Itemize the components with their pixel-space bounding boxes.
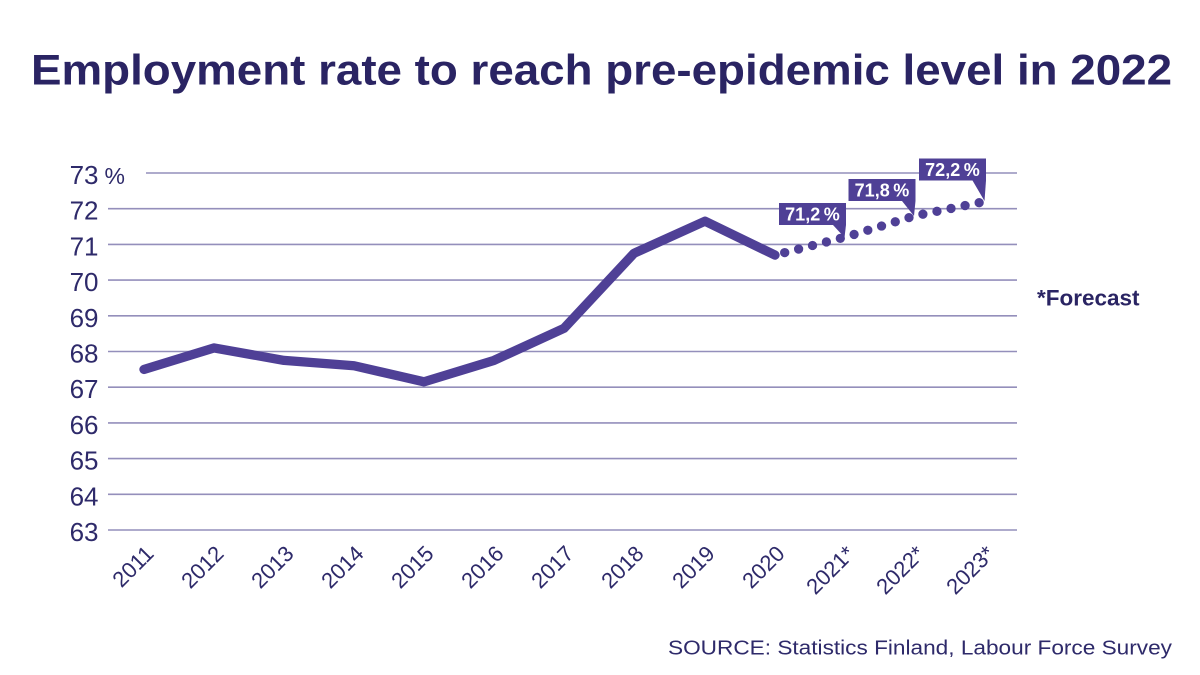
svg-text:71: 71 [70,231,99,261]
svg-text:2016: 2016 [456,541,508,593]
svg-text:2020: 2020 [737,541,789,593]
svg-text:2019: 2019 [667,541,719,593]
svg-text:70: 70 [70,267,99,297]
svg-text:2011: 2011 [107,541,158,592]
svg-text:2012: 2012 [176,541,228,593]
svg-text:73: 73 [70,160,99,190]
svg-text:2017: 2017 [526,541,578,593]
svg-text:2022*: 2022* [871,541,930,600]
svg-text:69: 69 [70,303,99,333]
svg-text:72: 72 [70,196,99,226]
svg-text:2014: 2014 [316,541,368,593]
svg-text:2013: 2013 [246,541,298,593]
svg-text:67: 67 [70,374,99,404]
svg-text:68: 68 [70,339,99,369]
svg-text:2023*: 2023* [941,541,1000,600]
svg-text:64: 64 [70,481,99,511]
svg-text:2015: 2015 [386,541,438,593]
svg-text:%: % [105,163,125,189]
svg-text:SOURCE: Statistics Finland, La: SOURCE: Statistics Finland, Labour Force… [668,638,1172,660]
svg-text:Employment rate to reach pre-e: Employment rate to reach pre-epidemic le… [31,47,1172,95]
svg-text:65: 65 [70,446,99,476]
svg-text:63: 63 [70,517,99,547]
svg-text:66: 66 [70,410,99,440]
svg-text:2021*: 2021* [801,541,860,600]
svg-text:2018: 2018 [596,541,648,593]
svg-text:*Forecast: *Forecast [1037,286,1140,311]
svg-text:72,2 %: 72,2 % [925,160,980,180]
svg-text:71,2 %: 71,2 % [785,205,840,225]
svg-text:71,8 %: 71,8 % [855,181,910,201]
